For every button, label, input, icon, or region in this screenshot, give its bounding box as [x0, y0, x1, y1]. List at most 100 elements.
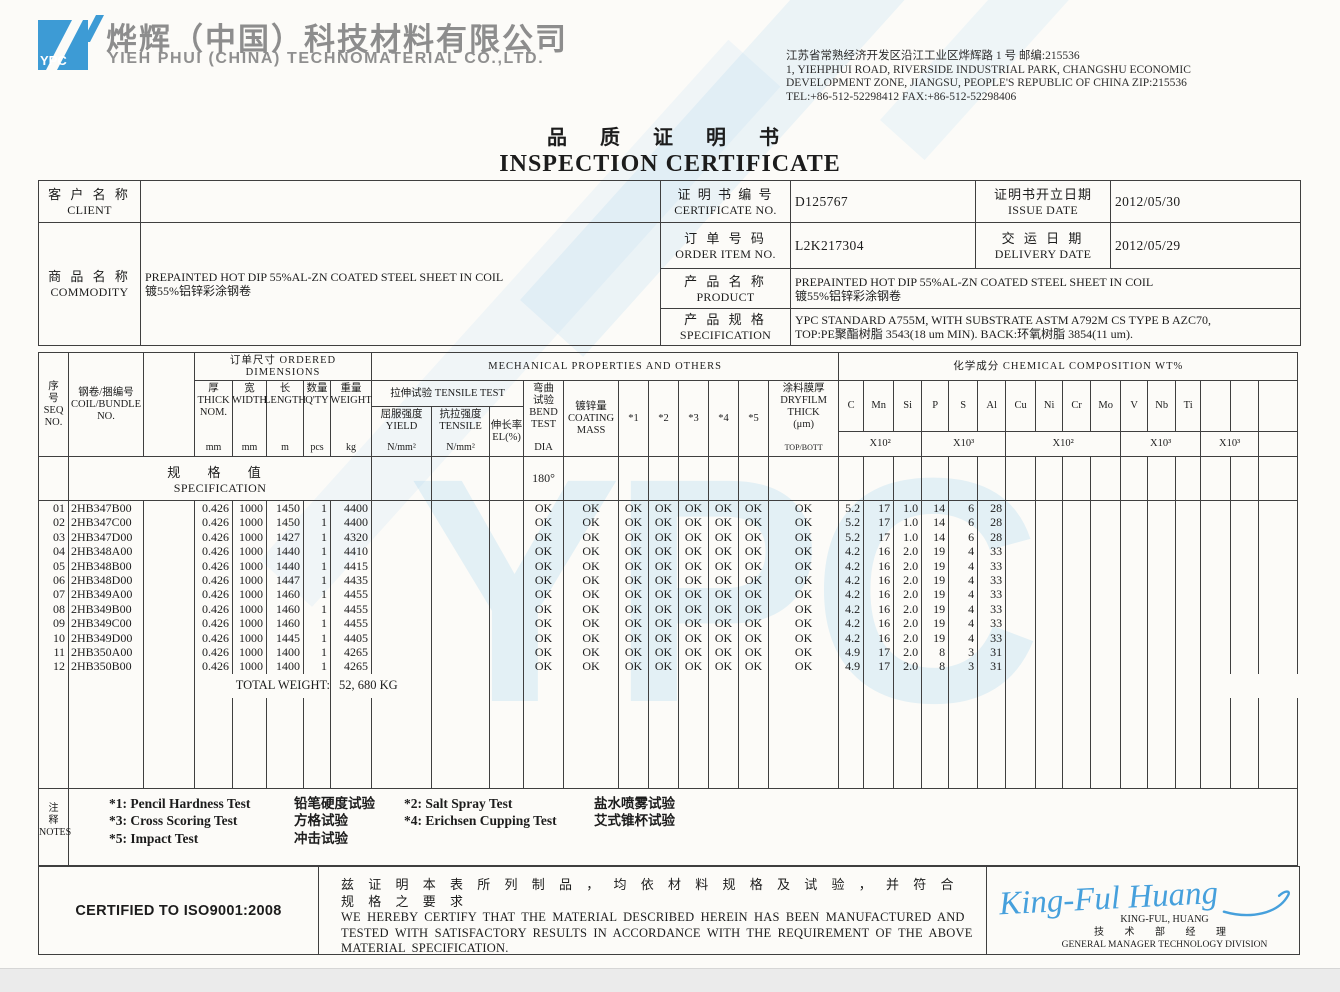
- header-element-blank2: [1230, 380, 1260, 432]
- cell-empty: [1175, 616, 1202, 631]
- cell-width: 1000: [232, 601, 267, 617]
- cell-dryfilm: OK: [768, 601, 840, 617]
- header-weight: 重量 WEIGHT kg: [329, 380, 373, 457]
- cell-empty: [68, 673, 144, 698]
- cell-seq: 08: [38, 601, 69, 617]
- cell-empty: [143, 616, 195, 631]
- cell-width: 1000: [232, 500, 267, 516]
- cell-empty: [1090, 456, 1122, 501]
- cell-empty: [1147, 601, 1177, 617]
- cell-qty: 1: [303, 659, 331, 674]
- cell-empty: [523, 697, 565, 789]
- cell-weight: 4265: [329, 645, 373, 660]
- cell-empty: [1090, 558, 1122, 574]
- cell-s3: OK: [678, 529, 710, 545]
- cell-bend: OK: [523, 558, 565, 574]
- cell-empty: [563, 673, 620, 698]
- cell-s: 6: [948, 529, 979, 545]
- header-coating-mass: 镀锌量 COATING MASS: [563, 380, 620, 457]
- cell-c: 5.2: [838, 515, 865, 530]
- cell-empty: [1200, 529, 1232, 545]
- cell-empty: [1120, 456, 1149, 501]
- cell-qty: 1: [303, 529, 331, 545]
- cell-s4: OK: [708, 544, 740, 559]
- certify-statement: 兹 证 明 本 表 所 列 制 品 ， 均 依 材 料 规 格 及 试 验 ， …: [319, 867, 987, 955]
- certificate-no-label-en: CERTIFICATE NO.: [674, 202, 777, 217]
- cell-empty: [1090, 616, 1122, 631]
- notes-label-zh: 注 释: [48, 802, 59, 826]
- cell-empty: [1120, 601, 1149, 617]
- header-element-al: Al: [977, 380, 1007, 432]
- cell-thick: 0.426: [194, 616, 233, 631]
- cell-si: 1.0: [893, 529, 923, 545]
- cell-empty: [921, 456, 950, 501]
- cell-empty: [1230, 529, 1260, 545]
- cell-qty: 1: [303, 616, 331, 631]
- cell-si: 2.0: [893, 601, 923, 617]
- dryfilm-label: 涂料膜厚 DRYFILM THICK (μm): [780, 383, 827, 430]
- cell-empty: [1230, 587, 1260, 602]
- cell-empty: [1258, 515, 1299, 530]
- cell-empty: [1175, 673, 1202, 698]
- cell-mn: 16: [863, 544, 895, 559]
- cell-s: 3: [948, 645, 979, 660]
- cell-empty: [1200, 558, 1232, 574]
- cell-s4: OK: [708, 645, 740, 660]
- cell-empty: [1005, 616, 1037, 631]
- cell-s: 4: [948, 558, 979, 574]
- cell-s1: OK: [618, 573, 650, 588]
- bend-label: 弯曲 试验 BEND TEST: [529, 383, 558, 430]
- cell-weight: 4415: [329, 558, 373, 574]
- cell-empty: [1230, 659, 1260, 674]
- yield-unit: N/mm²: [387, 442, 416, 453]
- cell-bend: OK: [523, 645, 565, 660]
- delivery-date-label: 交 运 日 期 DELIVERY DATE: [975, 222, 1111, 269]
- client-label-en: CLIENT: [67, 202, 112, 217]
- note-3-zh: 方格试验: [294, 813, 348, 829]
- cell-si: 2.0: [893, 558, 923, 574]
- cell-weight: 4455: [329, 587, 373, 602]
- cell-mn: 16: [863, 587, 895, 602]
- cell-empty: [489, 601, 525, 617]
- cell-empty: [1175, 587, 1202, 602]
- issue-date-label: 证明书开立日期 ISSUE DATE: [975, 180, 1111, 223]
- cell-empty: [1035, 558, 1064, 574]
- cell-mn: 17: [863, 500, 895, 516]
- note-1-zh: 铅笔硬度试验: [294, 795, 375, 811]
- cell-coil: 2HB350A00: [68, 645, 144, 660]
- cell-empty: [431, 673, 491, 698]
- header-mult-blank: [1258, 431, 1299, 457]
- cell-qty: 1: [303, 645, 331, 660]
- cell-empty: [1035, 673, 1064, 698]
- cell-empty: [489, 673, 525, 698]
- cell-coating: OK: [563, 630, 620, 646]
- cell-s2: OK: [648, 573, 680, 588]
- certify-statement-en3: MATERIAL SPECIFICATION.: [341, 941, 509, 955]
- note-4-zh: 艾式锥杯试验: [594, 813, 675, 829]
- cell-empty: [143, 630, 195, 646]
- cell-bend: OK: [523, 573, 565, 588]
- cell-dryfilm: OK: [768, 630, 840, 646]
- company-logo-icon: YPC: [38, 12, 104, 74]
- dryfilm-sub: TOP/BOTT: [784, 443, 823, 452]
- cell-coating: OK: [563, 587, 620, 602]
- cell-empty: [921, 673, 950, 698]
- cell-qty: 1: [303, 587, 331, 602]
- product-spec-line1: YPC STANDARD A755M, WITH SUBSTRATE ASTM …: [795, 313, 1211, 327]
- cell-empty: [1120, 630, 1149, 646]
- main-table: 序 号 SEQ NO. 钢卷/捆编号 COIL/BUNDLE NO. 订单尺寸 …: [38, 352, 1299, 866]
- cell-empty: [1175, 645, 1202, 660]
- header-element-nb: Nb: [1147, 380, 1177, 432]
- cell-al: 28: [977, 500, 1007, 516]
- note-1-en: *1: Pencil Hardness Test: [109, 795, 251, 811]
- cell-weight: 4265: [329, 659, 373, 674]
- signer-title-en: GENERAL MANAGER TECHNOLOGY DIVISION: [1061, 940, 1268, 950]
- cell-empty: [38, 673, 69, 698]
- cell-empty: [1035, 587, 1064, 602]
- yield-label: 屈服强度 YIELD: [380, 409, 423, 432]
- cell-s3: OK: [678, 587, 710, 602]
- cell-s5: OK: [738, 630, 770, 646]
- title-zh: 品 质 证 明 书: [547, 127, 793, 149]
- cell-empty: [143, 587, 195, 602]
- cell-length: 1460: [266, 587, 304, 602]
